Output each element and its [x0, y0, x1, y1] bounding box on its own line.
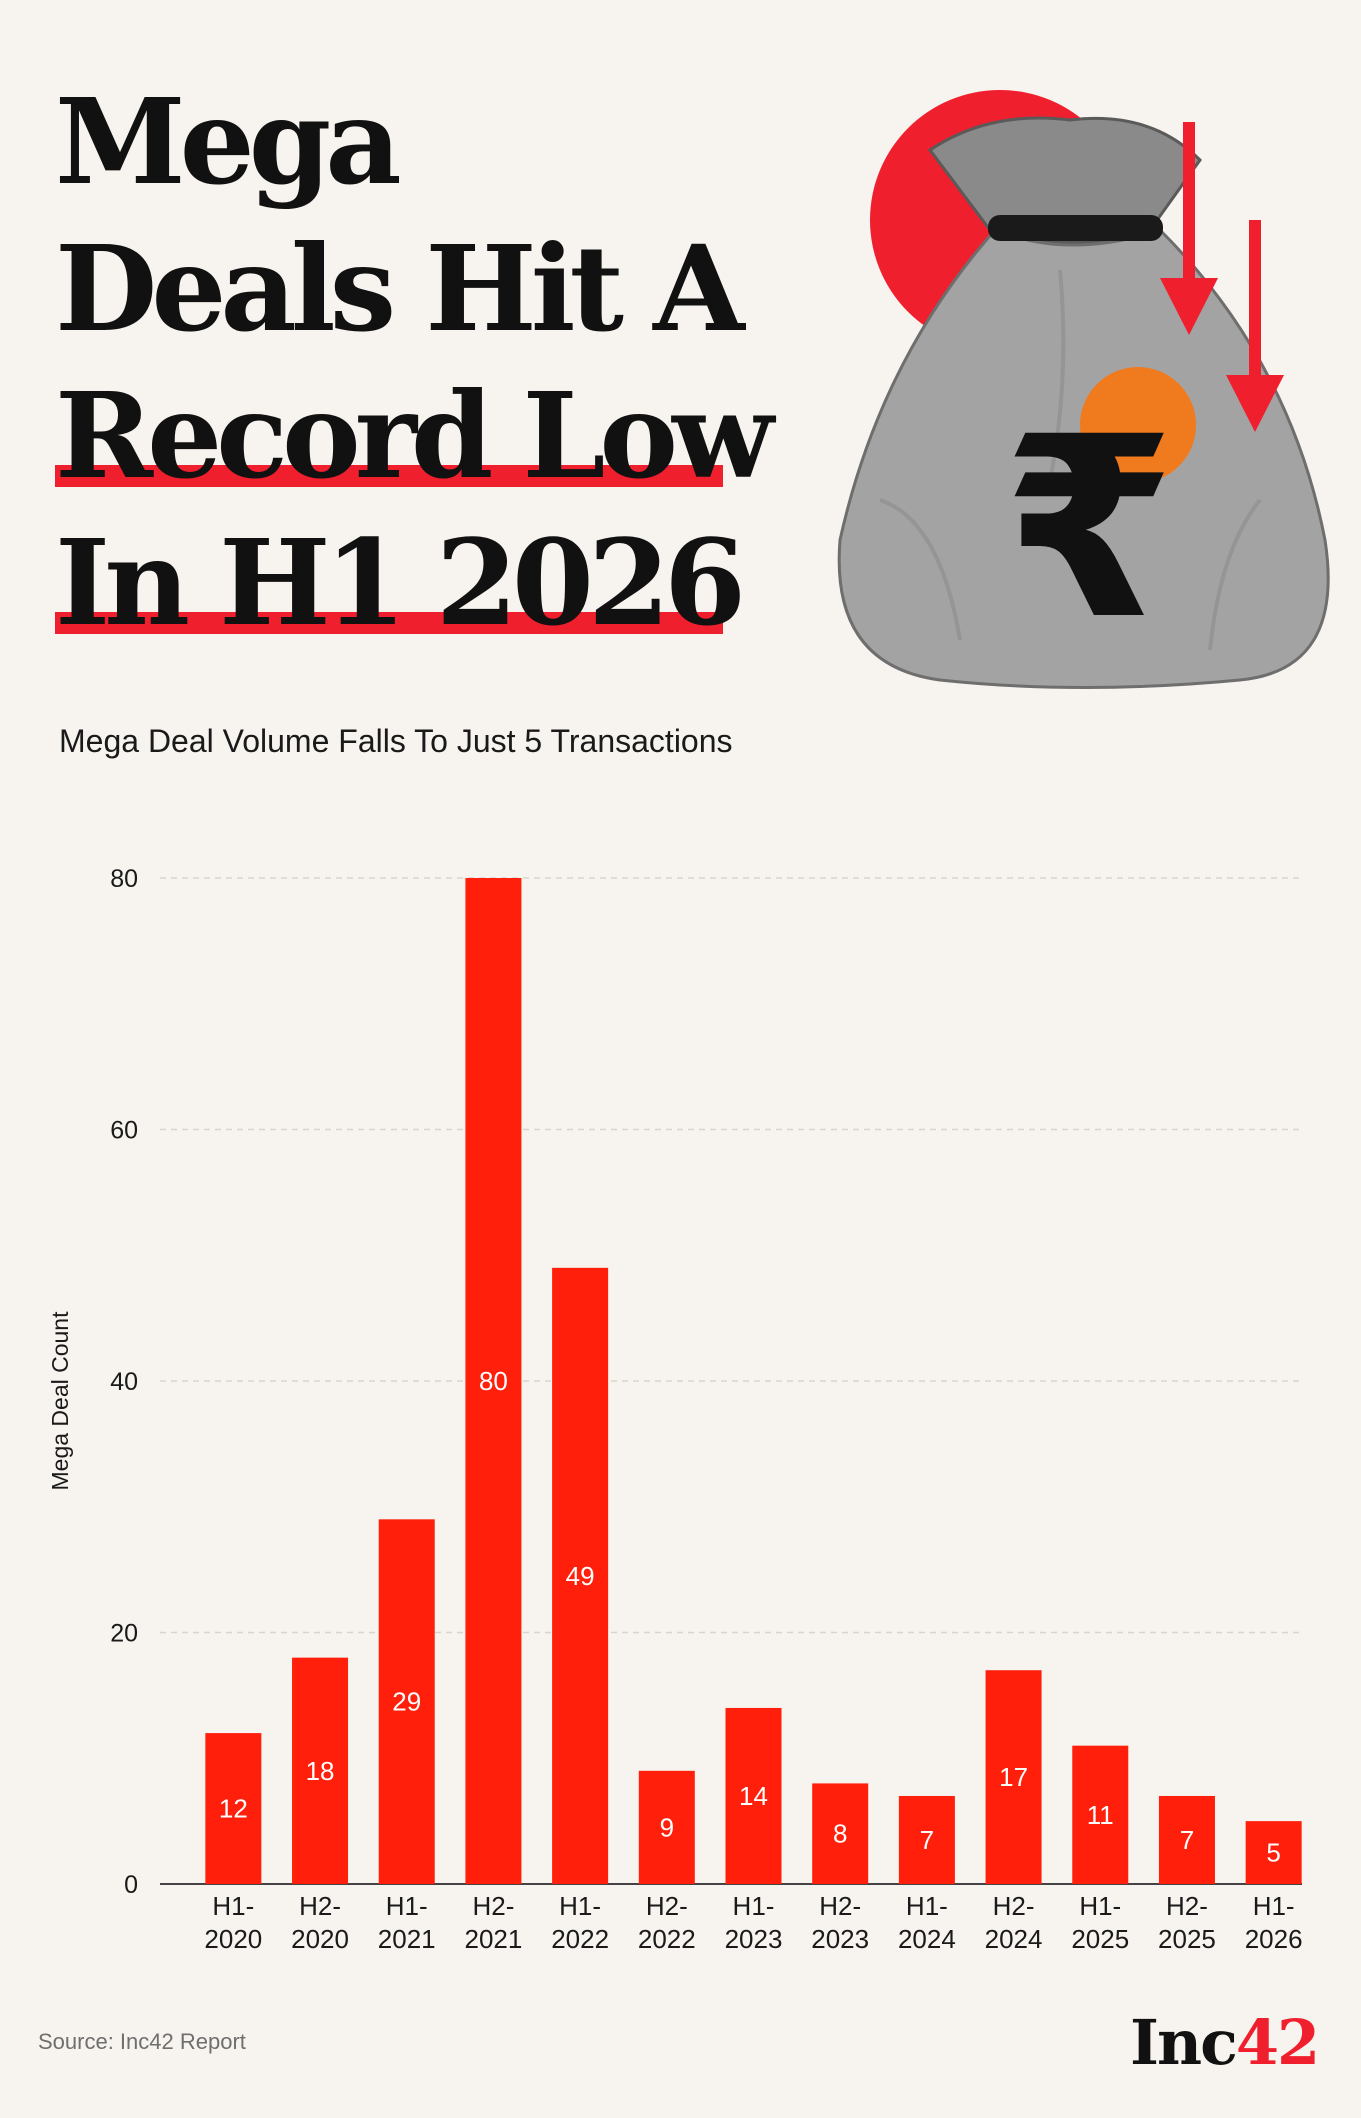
x-tick-label: H2-: [299, 1891, 341, 1921]
x-tick-label: 2025: [1071, 1924, 1129, 1954]
bar: [1158, 1795, 1215, 1884]
bar: [292, 1657, 349, 1884]
x-tick-label: 2020: [291, 1924, 349, 1954]
x-tick-label: 2022: [638, 1924, 696, 1954]
title-line-1: Mega: [55, 72, 402, 211]
x-tick-label: H2-: [819, 1891, 861, 1921]
source-note: Source: Inc42 Report: [38, 2029, 246, 2054]
bar-value-label: 12: [219, 1794, 248, 1824]
page-title: Mega Deals Hit A Record Low In H1 2026: [55, 68, 815, 656]
x-tick-label: 2022: [551, 1924, 609, 1954]
x-tick-label: 2024: [898, 1924, 956, 1954]
bar: [898, 1795, 955, 1884]
title-line-2: Deals Hit A: [55, 219, 745, 358]
x-tick-label: H2-: [646, 1891, 688, 1921]
bar-value-label: 14: [739, 1781, 768, 1811]
bag-top: [927, 116, 1202, 244]
title-line-4: In H1 2026: [55, 509, 815, 656]
bar-value-label: 80: [479, 1366, 508, 1396]
x-tick-label: H1-: [386, 1891, 428, 1921]
bar: [1245, 1821, 1302, 1884]
bar-value-label: 11: [1087, 1800, 1114, 1830]
title-line-3: Record Low: [55, 362, 815, 509]
y-tick-label: 20: [110, 1620, 138, 1648]
bar: [725, 1707, 782, 1884]
bar-value-label: 8: [833, 1819, 847, 1849]
bar-value-label: 5: [1266, 1838, 1280, 1868]
bar: [1072, 1745, 1129, 1884]
bar-value-label: 17: [999, 1762, 1028, 1792]
rupee-money-bag-icon: ₹: [837, 90, 1330, 689]
y-axis-label: Mega Deal Count: [47, 1311, 73, 1491]
inc42-logo: Inc42: [1130, 2006, 1320, 2079]
bar-value-label: 29: [392, 1687, 421, 1717]
chart-title: Mega Deal Volume Falls To Just 5 Transac…: [59, 723, 733, 759]
y-tick-label: 0: [124, 1871, 138, 1899]
bar: [205, 1733, 262, 1884]
x-tick-label: H1-: [733, 1891, 775, 1921]
y-tick-label: 40: [110, 1368, 138, 1396]
down-arrow-icon: [1226, 220, 1284, 432]
bar-value-label: 9: [660, 1812, 674, 1842]
x-tick-label: H1-: [906, 1891, 948, 1921]
bar-value-label: 18: [306, 1756, 335, 1786]
x-tick-label: H1-: [1079, 1891, 1121, 1921]
x-tick-label: H1-: [559, 1891, 601, 1921]
bar-value-label: 7: [1180, 1825, 1194, 1855]
y-tick-label: 60: [110, 1117, 138, 1145]
bar: [812, 1783, 869, 1884]
x-tick-label: H2-: [1166, 1891, 1208, 1921]
bar: [378, 1519, 435, 1884]
x-tick-label: 2021: [465, 1924, 523, 1954]
x-tick-label: H2-: [993, 1891, 1035, 1921]
bar-value-label: 7: [920, 1825, 934, 1855]
bag-tie: [988, 215, 1163, 241]
bar: [638, 1770, 695, 1884]
x-tick-label: H1-: [1253, 1891, 1295, 1921]
y-tick-label: 80: [110, 865, 138, 893]
orange-coin: [1080, 367, 1196, 483]
x-tick-label: H2-: [472, 1891, 514, 1921]
bar-value-label: 49: [566, 1561, 595, 1591]
bar: [552, 1267, 609, 1884]
down-arrow-icon: [1160, 122, 1218, 335]
x-tick-label: 2024: [985, 1924, 1043, 1954]
x-tick-label: 2026: [1245, 1924, 1303, 1954]
x-tick-label: 2021: [378, 1924, 436, 1954]
x-tick-label: 2023: [811, 1924, 869, 1954]
x-tick-label: 2023: [725, 1924, 783, 1954]
bar: [985, 1670, 1042, 1884]
rupee-symbol: ₹: [1002, 383, 1176, 674]
x-tick-label: 2020: [204, 1924, 262, 1954]
x-tick-label: H1-: [212, 1891, 254, 1921]
x-tick-label: 2025: [1158, 1924, 1216, 1954]
bar: [465, 878, 522, 1884]
